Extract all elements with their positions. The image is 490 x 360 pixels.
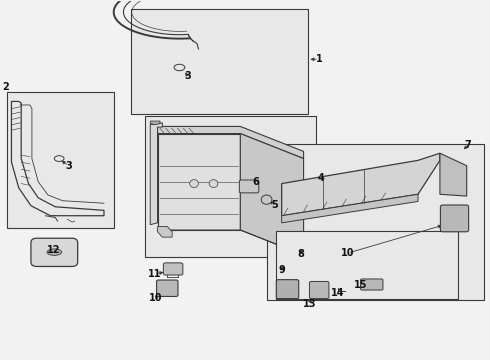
Polygon shape <box>282 194 418 223</box>
Text: 15: 15 <box>354 280 368 291</box>
FancyBboxPatch shape <box>361 279 383 290</box>
Ellipse shape <box>47 249 62 255</box>
Polygon shape <box>240 134 304 255</box>
Ellipse shape <box>261 195 272 204</box>
Text: 12: 12 <box>47 246 60 255</box>
FancyBboxPatch shape <box>163 263 183 275</box>
Bar <box>267 144 484 300</box>
FancyBboxPatch shape <box>31 238 78 266</box>
Text: 1: 1 <box>316 54 322 64</box>
Text: 14: 14 <box>331 288 344 298</box>
Bar <box>146 116 316 257</box>
Text: 7: 7 <box>465 140 471 150</box>
Text: 10: 10 <box>341 248 354 258</box>
Ellipse shape <box>54 156 64 161</box>
FancyBboxPatch shape <box>157 280 178 296</box>
Bar <box>276 231 459 298</box>
Text: 8: 8 <box>297 249 304 259</box>
FancyBboxPatch shape <box>441 205 468 232</box>
Text: 4: 4 <box>318 173 324 183</box>
Polygon shape <box>150 123 162 225</box>
FancyBboxPatch shape <box>239 180 259 193</box>
Text: 11: 11 <box>148 269 161 279</box>
Polygon shape <box>157 134 240 230</box>
Text: 10: 10 <box>149 293 163 303</box>
Bar <box>6 93 114 228</box>
Text: 5: 5 <box>271 200 278 210</box>
Text: 9: 9 <box>278 265 285 275</box>
Polygon shape <box>157 126 304 158</box>
Polygon shape <box>157 226 172 237</box>
Polygon shape <box>282 153 440 216</box>
Polygon shape <box>440 153 466 196</box>
FancyBboxPatch shape <box>276 280 299 298</box>
Text: 3: 3 <box>66 161 73 171</box>
Ellipse shape <box>174 64 185 71</box>
Text: 6: 6 <box>252 177 259 187</box>
Text: 2: 2 <box>2 82 9 92</box>
Polygon shape <box>150 121 160 125</box>
Bar <box>131 9 309 114</box>
Ellipse shape <box>209 180 218 188</box>
Ellipse shape <box>190 180 198 188</box>
Text: 13: 13 <box>303 299 316 309</box>
Text: 3: 3 <box>184 71 191 81</box>
FancyBboxPatch shape <box>310 282 329 298</box>
